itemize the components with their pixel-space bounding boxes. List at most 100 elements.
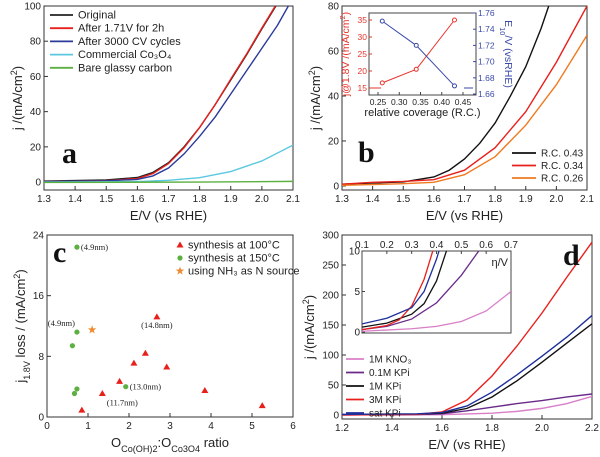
right-y-tick-label: 1.74: [478, 24, 495, 34]
x-tick-label: 1.8: [193, 194, 207, 205]
inset-data-point: [451, 83, 457, 89]
x-axis-label: OCo(OH)2:OCo3O4 ratio: [111, 435, 229, 454]
data-point-star: [87, 325, 97, 334]
y-tick-label: 60: [30, 72, 42, 83]
y-axis-label: j /(mA/cm2): [9, 66, 25, 131]
legend-marker: [176, 241, 184, 248]
y-axis-label-part: j /(mA/cm: [302, 304, 317, 360]
left-y-tick-label: 20: [358, 66, 368, 76]
x-axis-label-part: :O: [158, 435, 172, 450]
legend-label: After 3000 CV cycles: [78, 36, 181, 48]
inset-left-y-label-part: 2: [338, 15, 347, 19]
plot-area: [342, 6, 587, 186]
data-point-circle: [69, 343, 76, 349]
x-tick-label: 0.35: [412, 97, 429, 107]
inset-left-y-label-part: ): [340, 12, 352, 16]
plot-frame: [341, 234, 593, 420]
legend-label: sat KPi: [369, 409, 401, 420]
right-y-tick-label: 1.76: [478, 8, 495, 18]
annotation: (13.0nm): [130, 382, 162, 392]
y-tick-label: 8: [38, 352, 44, 363]
series-line-1: [342, 6, 587, 185]
x-tick-label: 1.4: [385, 423, 399, 434]
legend-label: 1M KNO₃: [369, 355, 411, 366]
x-axis-label: E/V (vs RHE): [130, 208, 207, 223]
data-point-triangle: [98, 389, 106, 396]
x-tick-label: 0.1: [355, 240, 369, 251]
left-y-tick-label: 15: [358, 83, 368, 93]
y-axis-label-part: 2: [9, 70, 19, 75]
plot-area: [69, 244, 266, 413]
inset-x-label: η/V: [491, 257, 508, 269]
series-line-0: [342, 6, 550, 185]
y-tick-label: 0: [38, 413, 44, 424]
x-tick-label: 1.9: [519, 194, 533, 205]
y-tick-label: 40: [30, 107, 42, 118]
legend-label: synthesis at 150°C: [188, 253, 280, 265]
y-tick-label: 0: [35, 178, 41, 189]
legend-marker: [175, 266, 185, 275]
y-tick-label: 0: [354, 328, 360, 339]
legend-label: R.C. 0.43: [541, 149, 584, 160]
x-tick-label: 1.2: [335, 423, 349, 434]
legend-label: Original: [78, 10, 116, 22]
x-tick-label: 1.8: [485, 423, 499, 434]
x-tick-label: 1.9: [224, 194, 238, 205]
x-tick-label: 0.5: [454, 240, 468, 251]
y-tick-label: 0: [333, 410, 339, 421]
y-axis-label-part: j /(mA/cm: [308, 75, 323, 131]
y-axis-label-part: j: [13, 380, 28, 384]
left-y-tick-label: 30: [358, 32, 368, 42]
y-axis-label-part: 2: [12, 274, 22, 279]
data-point-triangle: [78, 406, 86, 413]
legend-label: After 1.71V for 2h: [78, 23, 164, 35]
inset-data-point: [413, 42, 419, 48]
annotation: (4.9nm): [48, 318, 75, 328]
inset-frame: [368, 12, 477, 96]
y-axis-label: j /(mA/cm2): [301, 295, 317, 360]
x-tick-label: 2.1: [580, 194, 594, 205]
inset-series-line: [362, 251, 448, 328]
x-tick-label: 0.45: [455, 97, 472, 107]
data-point-triangle: [153, 313, 161, 320]
legend-label: Bare glassy carbon: [78, 62, 172, 74]
legend: R.C. 0.43R.C. 0.34 R.C. 0.26: [512, 149, 584, 185]
x-tick-label: 1.7: [458, 194, 472, 205]
inset-right-y-label-part: /V (vsRHE): [502, 35, 514, 88]
x-tick-label: 1: [85, 421, 91, 432]
series-line-2: [342, 34, 587, 186]
y-tick-label: 150: [322, 320, 339, 331]
inset-series-line: [362, 251, 480, 331]
inset-right-y-label: E10/V (vsRHE): [499, 20, 515, 88]
legend-label: R.C. 0.34: [541, 161, 584, 172]
inset-data-point: [451, 17, 457, 23]
annotation: (4.9nm): [81, 242, 108, 252]
data-point-circle: [74, 244, 80, 250]
y-tick-label: 10: [349, 247, 361, 258]
inset-series-line: [362, 251, 434, 331]
data-point-triangle: [163, 363, 171, 370]
y-tick-label: 100: [322, 350, 339, 361]
x-axis-label-part: E/V (vs RHE): [428, 437, 505, 452]
panel-c: 0 1 2 3 4 5 6 0 8 16 24 OCo(OH)2:OCo3O4 ratio j1.8V …: [12, 231, 299, 455]
panel-letter: a: [62, 137, 77, 170]
y-axis-label-part: ): [308, 66, 323, 70]
inset-data-point: [379, 18, 385, 24]
y-axis-label-part: 1.8V: [22, 360, 32, 380]
x-tick-label: 1.4: [366, 194, 380, 205]
inset-x-label: relative coverage (R.C.): [364, 107, 480, 119]
data-point-triangle: [201, 386, 209, 393]
data-point-triangle: [130, 359, 138, 366]
y-tick-label: 0: [333, 181, 339, 192]
left-y-tick-label: 25: [358, 49, 368, 59]
y-tick-label: 5: [354, 287, 360, 298]
inset-plot-area: [362, 251, 511, 332]
panel-letter: b: [358, 136, 375, 169]
x-tick-label: 2.0: [549, 194, 563, 205]
inset-series-line: [362, 291, 511, 332]
panel-letter: c: [53, 236, 66, 269]
y-axis-label: j1.8V loss / (mA/cm2): [12, 269, 32, 383]
y-tick-label: 100: [24, 2, 41, 13]
